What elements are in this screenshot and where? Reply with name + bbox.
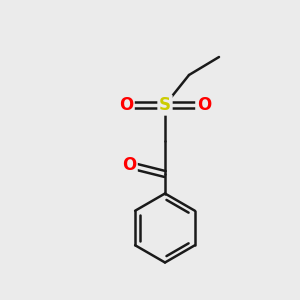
Text: O: O <box>119 96 133 114</box>
Text: O: O <box>122 156 136 174</box>
Text: S: S <box>159 96 171 114</box>
Text: O: O <box>197 96 211 114</box>
